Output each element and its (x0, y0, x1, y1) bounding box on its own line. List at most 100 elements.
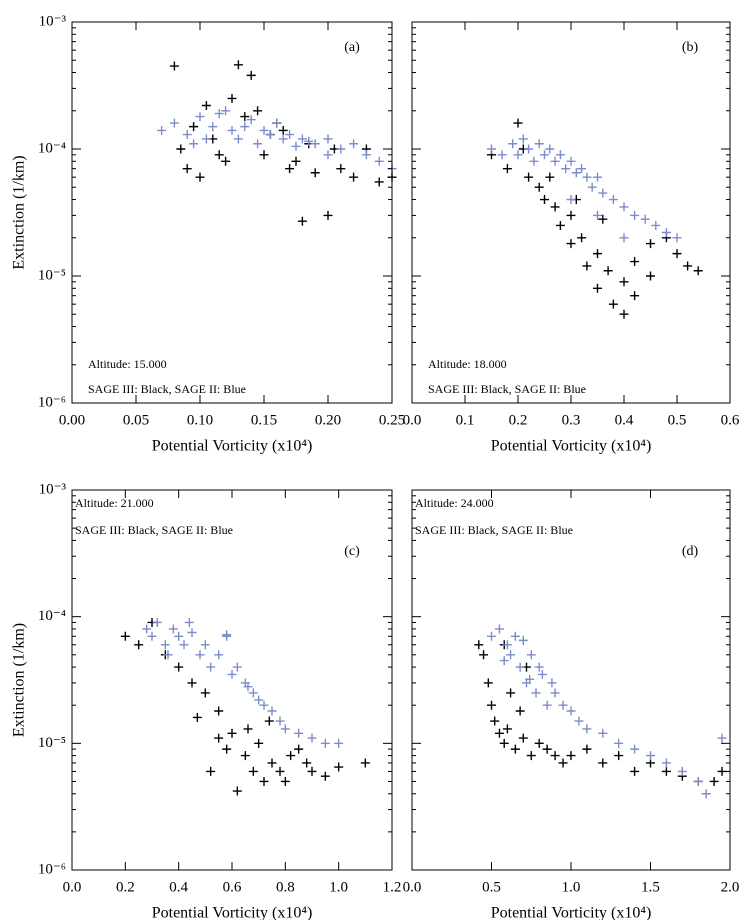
x-tick-label: 0.4 (169, 879, 188, 895)
plus-marker (506, 688, 516, 698)
panel-label: (a) (344, 40, 360, 55)
plus-marker (259, 150, 269, 160)
plus-marker (525, 674, 535, 684)
annotation: SAGE III: Black, SAGE II: Blue (428, 382, 586, 396)
plus-marker (582, 744, 592, 754)
plus-marker (253, 139, 263, 149)
plus-marker (320, 771, 330, 781)
plus-marker (518, 635, 528, 645)
plus-marker (259, 776, 269, 786)
plus-marker (571, 168, 581, 178)
plus-marker (267, 706, 277, 716)
plus-marker (349, 139, 359, 149)
x-tick-label: 0.05 (123, 412, 149, 428)
plus-marker (214, 706, 224, 716)
plus-marker (208, 122, 218, 132)
plus-marker (278, 125, 288, 135)
plus-marker (189, 139, 199, 149)
plus-marker (619, 309, 629, 319)
plus-marker (677, 766, 687, 776)
plus-marker (323, 150, 333, 160)
plus-marker (200, 688, 210, 698)
x-tick-label: 0.0 (403, 412, 422, 428)
x-axis-label: Potential Vorticity (x10⁴) (491, 905, 652, 920)
annotation: Altitude: 24.000 (415, 496, 494, 510)
annotation: SAGE III: Black, SAGE II: Blue (88, 382, 246, 396)
plus-marker (280, 776, 290, 786)
plus-marker (285, 164, 295, 174)
x-tick-label: 1.2 (383, 879, 402, 895)
plus-marker (608, 299, 618, 309)
plus-marker (487, 144, 496, 154)
plus-marker (246, 115, 256, 125)
plus-marker (542, 744, 552, 754)
y-tick-label: 10⁻⁵ (38, 735, 66, 751)
plus-marker (566, 195, 576, 205)
plus-marker (206, 662, 216, 672)
panel-label: (d) (682, 544, 699, 559)
plus-marker (280, 724, 290, 734)
panel-label: (c) (344, 544, 360, 559)
plus-marker (201, 101, 211, 111)
plus-marker (497, 150, 507, 160)
plus-marker (349, 172, 359, 182)
y-axis-label: Extinction (1/km) (11, 155, 28, 269)
panel: 0.0 0.1 0.2 0.3 0.4 0.5 0.6 Potential Vorticity… (403, 21, 740, 455)
plus-marker (661, 758, 671, 768)
plus-marker (537, 669, 547, 679)
plus-marker (630, 291, 640, 301)
y-tick-label: 10⁻⁶ (38, 861, 66, 877)
plot-frame (71, 21, 393, 404)
x-tick-label: 0.6 (721, 412, 740, 428)
x-axis-label: Potential Vorticity (x10⁴) (152, 438, 313, 455)
plus-marker (253, 106, 263, 116)
plus-marker (200, 640, 210, 650)
plus-marker (479, 650, 489, 660)
plus-marker (147, 631, 157, 641)
plus-marker (646, 239, 655, 249)
x-tick-label: 0.20 (315, 412, 341, 428)
plus-marker (264, 716, 274, 726)
plus-marker (529, 156, 539, 166)
plus-marker (515, 706, 525, 716)
plus-marker (717, 766, 727, 776)
plus-marker (561, 164, 571, 174)
plus-marker (566, 210, 576, 220)
plus-marker (531, 688, 541, 698)
plus-marker (291, 141, 301, 151)
plus-marker (221, 106, 231, 116)
plus-marker (179, 640, 189, 650)
plus-marker (240, 112, 250, 122)
plus-marker (168, 624, 178, 634)
plus-marker (717, 733, 727, 743)
plus-marker (275, 716, 285, 726)
plus-marker (526, 751, 536, 761)
plus-marker (534, 662, 544, 672)
plus-marker (246, 70, 256, 80)
x-tick-label: 0.15 (251, 412, 277, 428)
plus-marker (294, 744, 304, 754)
plus-marker (672, 233, 682, 243)
plus-marker (232, 786, 242, 796)
plus-marker (304, 136, 314, 146)
plus-marker (323, 210, 333, 220)
plus-marker (502, 724, 512, 734)
plus-marker (227, 669, 237, 679)
x-tick-label: 2.0 (721, 879, 740, 895)
plus-marker (487, 700, 496, 710)
plus-marker (169, 61, 179, 71)
plus-marker (201, 134, 211, 144)
plus-marker (302, 758, 312, 768)
plus-marker (582, 172, 592, 182)
plus-marker (243, 724, 253, 734)
y-tick-label: 10⁻⁴ (38, 140, 66, 156)
plus-marker (513, 118, 523, 128)
plus-marker (510, 744, 520, 754)
plus-marker (227, 93, 237, 103)
plus-marker (619, 277, 629, 287)
plus-marker (336, 144, 346, 154)
x-tick-label: 1.5 (641, 879, 660, 895)
plus-marker (630, 210, 640, 220)
y-tick-label: 10⁻⁵ (38, 267, 66, 283)
plus-marker (265, 130, 275, 140)
